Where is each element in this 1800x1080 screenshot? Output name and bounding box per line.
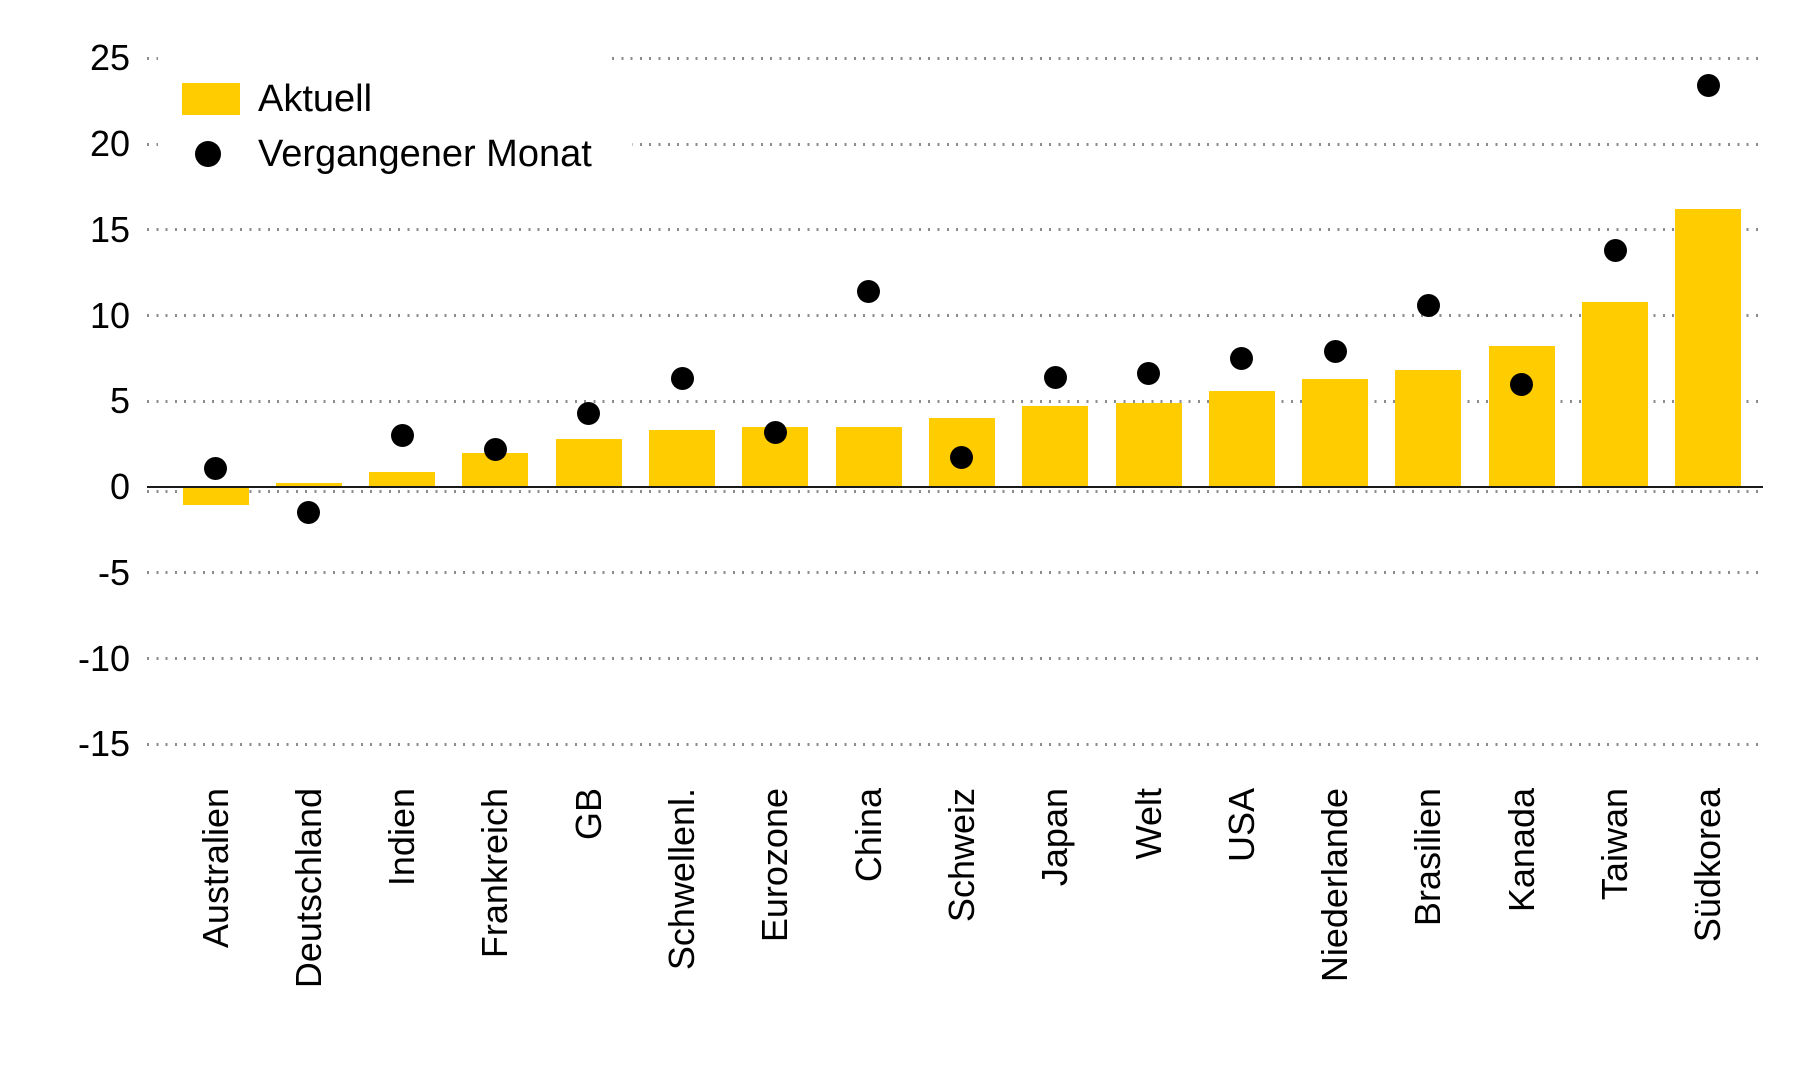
bar-schwellenl — [649, 430, 715, 487]
dot-usa — [1230, 346, 1254, 370]
dot-schweiz — [950, 446, 974, 470]
legend-label-vergangener-monat: Vergangener Monat — [258, 133, 632, 175]
dot-deutschland — [297, 501, 321, 525]
x-tick-label-frankreich: Frankreich — [474, 788, 516, 959]
dot-niederlande — [1323, 340, 1347, 363]
y-tick-label--10: -10 — [77, 637, 130, 679]
dot-indien — [390, 424, 414, 448]
bar-australien — [182, 488, 249, 506]
dot-taiwan — [1603, 238, 1627, 262]
y-tick-label-25: 25 — [89, 37, 130, 79]
x-tick-label-deutschland: Deutschland — [287, 788, 329, 989]
dot-brasilien — [1416, 293, 1440, 317]
x-tick-label-welt: Welt — [1127, 788, 1169, 860]
x-tick-label-brasilien: Brasilien — [1407, 788, 1449, 927]
gridline-y--15 — [147, 742, 1763, 746]
legend-label-aktuell: Aktuell — [258, 78, 413, 120]
bar-kanada — [1488, 346, 1555, 487]
gridline-y-15 — [147, 228, 1763, 232]
bar-deutschland — [275, 482, 342, 487]
dot-china — [857, 279, 881, 303]
x-tick-label-taiwan: Taiwan — [1594, 788, 1635, 901]
x-axis-minor-ticks — [147, 490, 1763, 493]
bar-japan — [1022, 406, 1089, 487]
gridline-y-5 — [147, 399, 1763, 403]
gridline-y--10 — [147, 657, 1763, 660]
y-tick-label-5: 5 — [109, 380, 130, 422]
gridline-y-20 — [147, 142, 1763, 146]
bar-gb — [555, 438, 622, 487]
x-tick-label-china: China — [847, 788, 889, 883]
chart-legend: Aktuell Vergangener Monat — [158, 44, 632, 178]
x-tick-label-eurozone: Eurozone — [754, 788, 796, 943]
bar-brasilien — [1395, 370, 1462, 487]
bar-usa — [1208, 390, 1275, 487]
x-tick-label-gb: GB — [567, 788, 609, 841]
y-tick-label-20: 20 — [89, 123, 130, 164]
dot-gb — [577, 401, 601, 425]
gridline-y-10 — [147, 314, 1763, 317]
dot-welt — [1137, 362, 1160, 386]
dot-japan — [1043, 365, 1067, 389]
x-tick-label-schweiz: Schweiz — [940, 788, 982, 923]
x-tick-label-australien: Australien — [194, 788, 236, 949]
x-tick-label-schwellenl: Schwellenl. — [661, 788, 702, 971]
y-tick-label--15: -15 — [77, 723, 130, 765]
gridline-y--5 — [147, 571, 1763, 575]
y-tick-label-15: 15 — [89, 208, 130, 250]
y-tick-label-10: 10 — [89, 294, 130, 336]
bar-welt — [1115, 402, 1182, 487]
x-tick-label-japan: Japan — [1034, 788, 1076, 887]
bar-taiwan — [1582, 301, 1648, 487]
x-tick-label-kanada: Kanada — [1500, 788, 1542, 913]
legend-swatch-aktuell — [182, 83, 240, 115]
x-tick-label-usa: USA — [1220, 788, 1262, 863]
y-tick-label--5: -5 — [97, 551, 130, 593]
dot-australien — [204, 456, 227, 480]
bar-sudkorea — [1675, 209, 1742, 487]
bar-indien — [369, 471, 436, 487]
x-axis-line — [147, 485, 1763, 488]
dot-frankreich — [483, 437, 507, 461]
x-tick-label-indien: Indien — [381, 788, 423, 887]
y-tick-label-0: 0 — [109, 466, 130, 507]
dot-eurozone — [763, 420, 787, 444]
dot-kanada — [1510, 372, 1534, 396]
x-tick-label-niederlande: Niederlande — [1314, 788, 1356, 983]
bar-china — [835, 426, 902, 487]
gridline-y-25 — [147, 56, 1763, 60]
dot-schwellenl — [670, 367, 694, 391]
dot-sudkorea — [1696, 74, 1720, 98]
x-tick-label-sudkorea: Südkorea — [1687, 788, 1729, 943]
legend-dot-vergangener-monat — [195, 141, 221, 167]
bar-niederlande — [1302, 378, 1369, 487]
